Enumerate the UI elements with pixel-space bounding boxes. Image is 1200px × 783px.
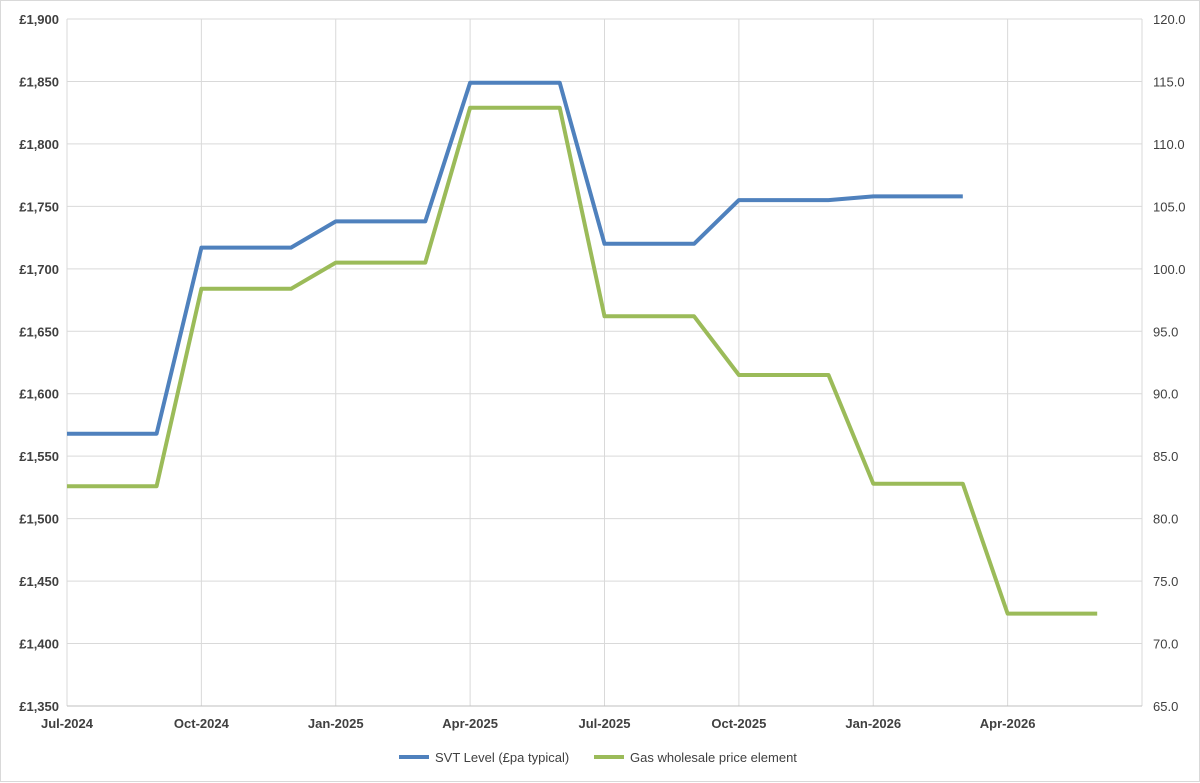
y-right-tick-label: 75.0 <box>1153 574 1178 589</box>
x-tick-label: Jul-2025 <box>578 716 630 731</box>
y-right-tick-label: 90.0 <box>1153 387 1178 402</box>
y-right-tick-label: 80.0 <box>1153 512 1178 527</box>
y-left-tick-label: £1,750 <box>19 199 59 214</box>
y-left-tick-label: £1,850 <box>19 74 59 89</box>
y-left-tick-label: £1,400 <box>19 637 59 652</box>
x-tick-label: Jan-2026 <box>845 716 901 731</box>
y-right-tick-label: 115.0 <box>1153 74 1185 89</box>
x-axis-ticks: Jul-2024 Oct-2024 Jan-2025 Apr-2025 Jul-2025… <box>41 716 1035 731</box>
x-tick-label: Jan-2025 <box>308 716 364 731</box>
x-tick-label: Apr-2025 <box>442 716 498 731</box>
y-left-tick-label: £1,450 <box>19 574 59 589</box>
y-right-tick-label: 95.0 <box>1153 324 1178 339</box>
y-left-tick-label: £1,650 <box>19 324 59 339</box>
y-right-tick-label: 120.0 <box>1153 12 1186 27</box>
y-left-tick-label: £1,500 <box>19 512 59 527</box>
x-tick-label: Oct-2025 <box>711 716 766 731</box>
y-right-tick-label: 65.0 <box>1153 699 1178 714</box>
x-tick-label: Jul-2024 <box>41 716 94 731</box>
legend-label-2: Gas wholesale price element <box>630 750 797 765</box>
y-right-tick-label: 100.0 <box>1153 262 1186 277</box>
y-left-tick-label: £1,900 <box>19 12 59 27</box>
series-line-1 <box>67 80 963 436</box>
y-left-tick-label: £1,800 <box>19 137 59 152</box>
legend: SVT Level (£pa typical) Gas wholesale pri… <box>399 750 797 765</box>
right-axis-ticks: 65.0 70.0 75.0 80.0 85.0 90.0 95.0 100.0 105.0 11… <box>1153 12 1186 714</box>
legend-label-1: SVT Level (£pa typical) <box>435 750 569 765</box>
grid-lines <box>66 18 1143 707</box>
series-line-2 <box>67 105 1098 616</box>
y-right-tick-label: 105.0 <box>1153 199 1186 214</box>
y-right-tick-label: 85.0 <box>1153 449 1178 464</box>
left-axis-ticks: £1,350 £1,400 £1,450 £1,500 £1,550 £1,600 £1,6… <box>19 12 59 714</box>
x-tick-label: Oct-2024 <box>174 716 230 731</box>
series-layer <box>67 80 1098 616</box>
x-tick-label: Apr-2026 <box>980 716 1036 731</box>
y-left-tick-label: £1,600 <box>19 387 59 402</box>
y-left-tick-label: £1,700 <box>19 262 59 277</box>
y-right-tick-label: 110.0 <box>1153 137 1185 152</box>
y-left-tick-label: £1,550 <box>19 449 59 464</box>
y-left-tick-label: £1,350 <box>19 699 59 714</box>
y-right-tick-label: 70.0 <box>1153 637 1178 652</box>
